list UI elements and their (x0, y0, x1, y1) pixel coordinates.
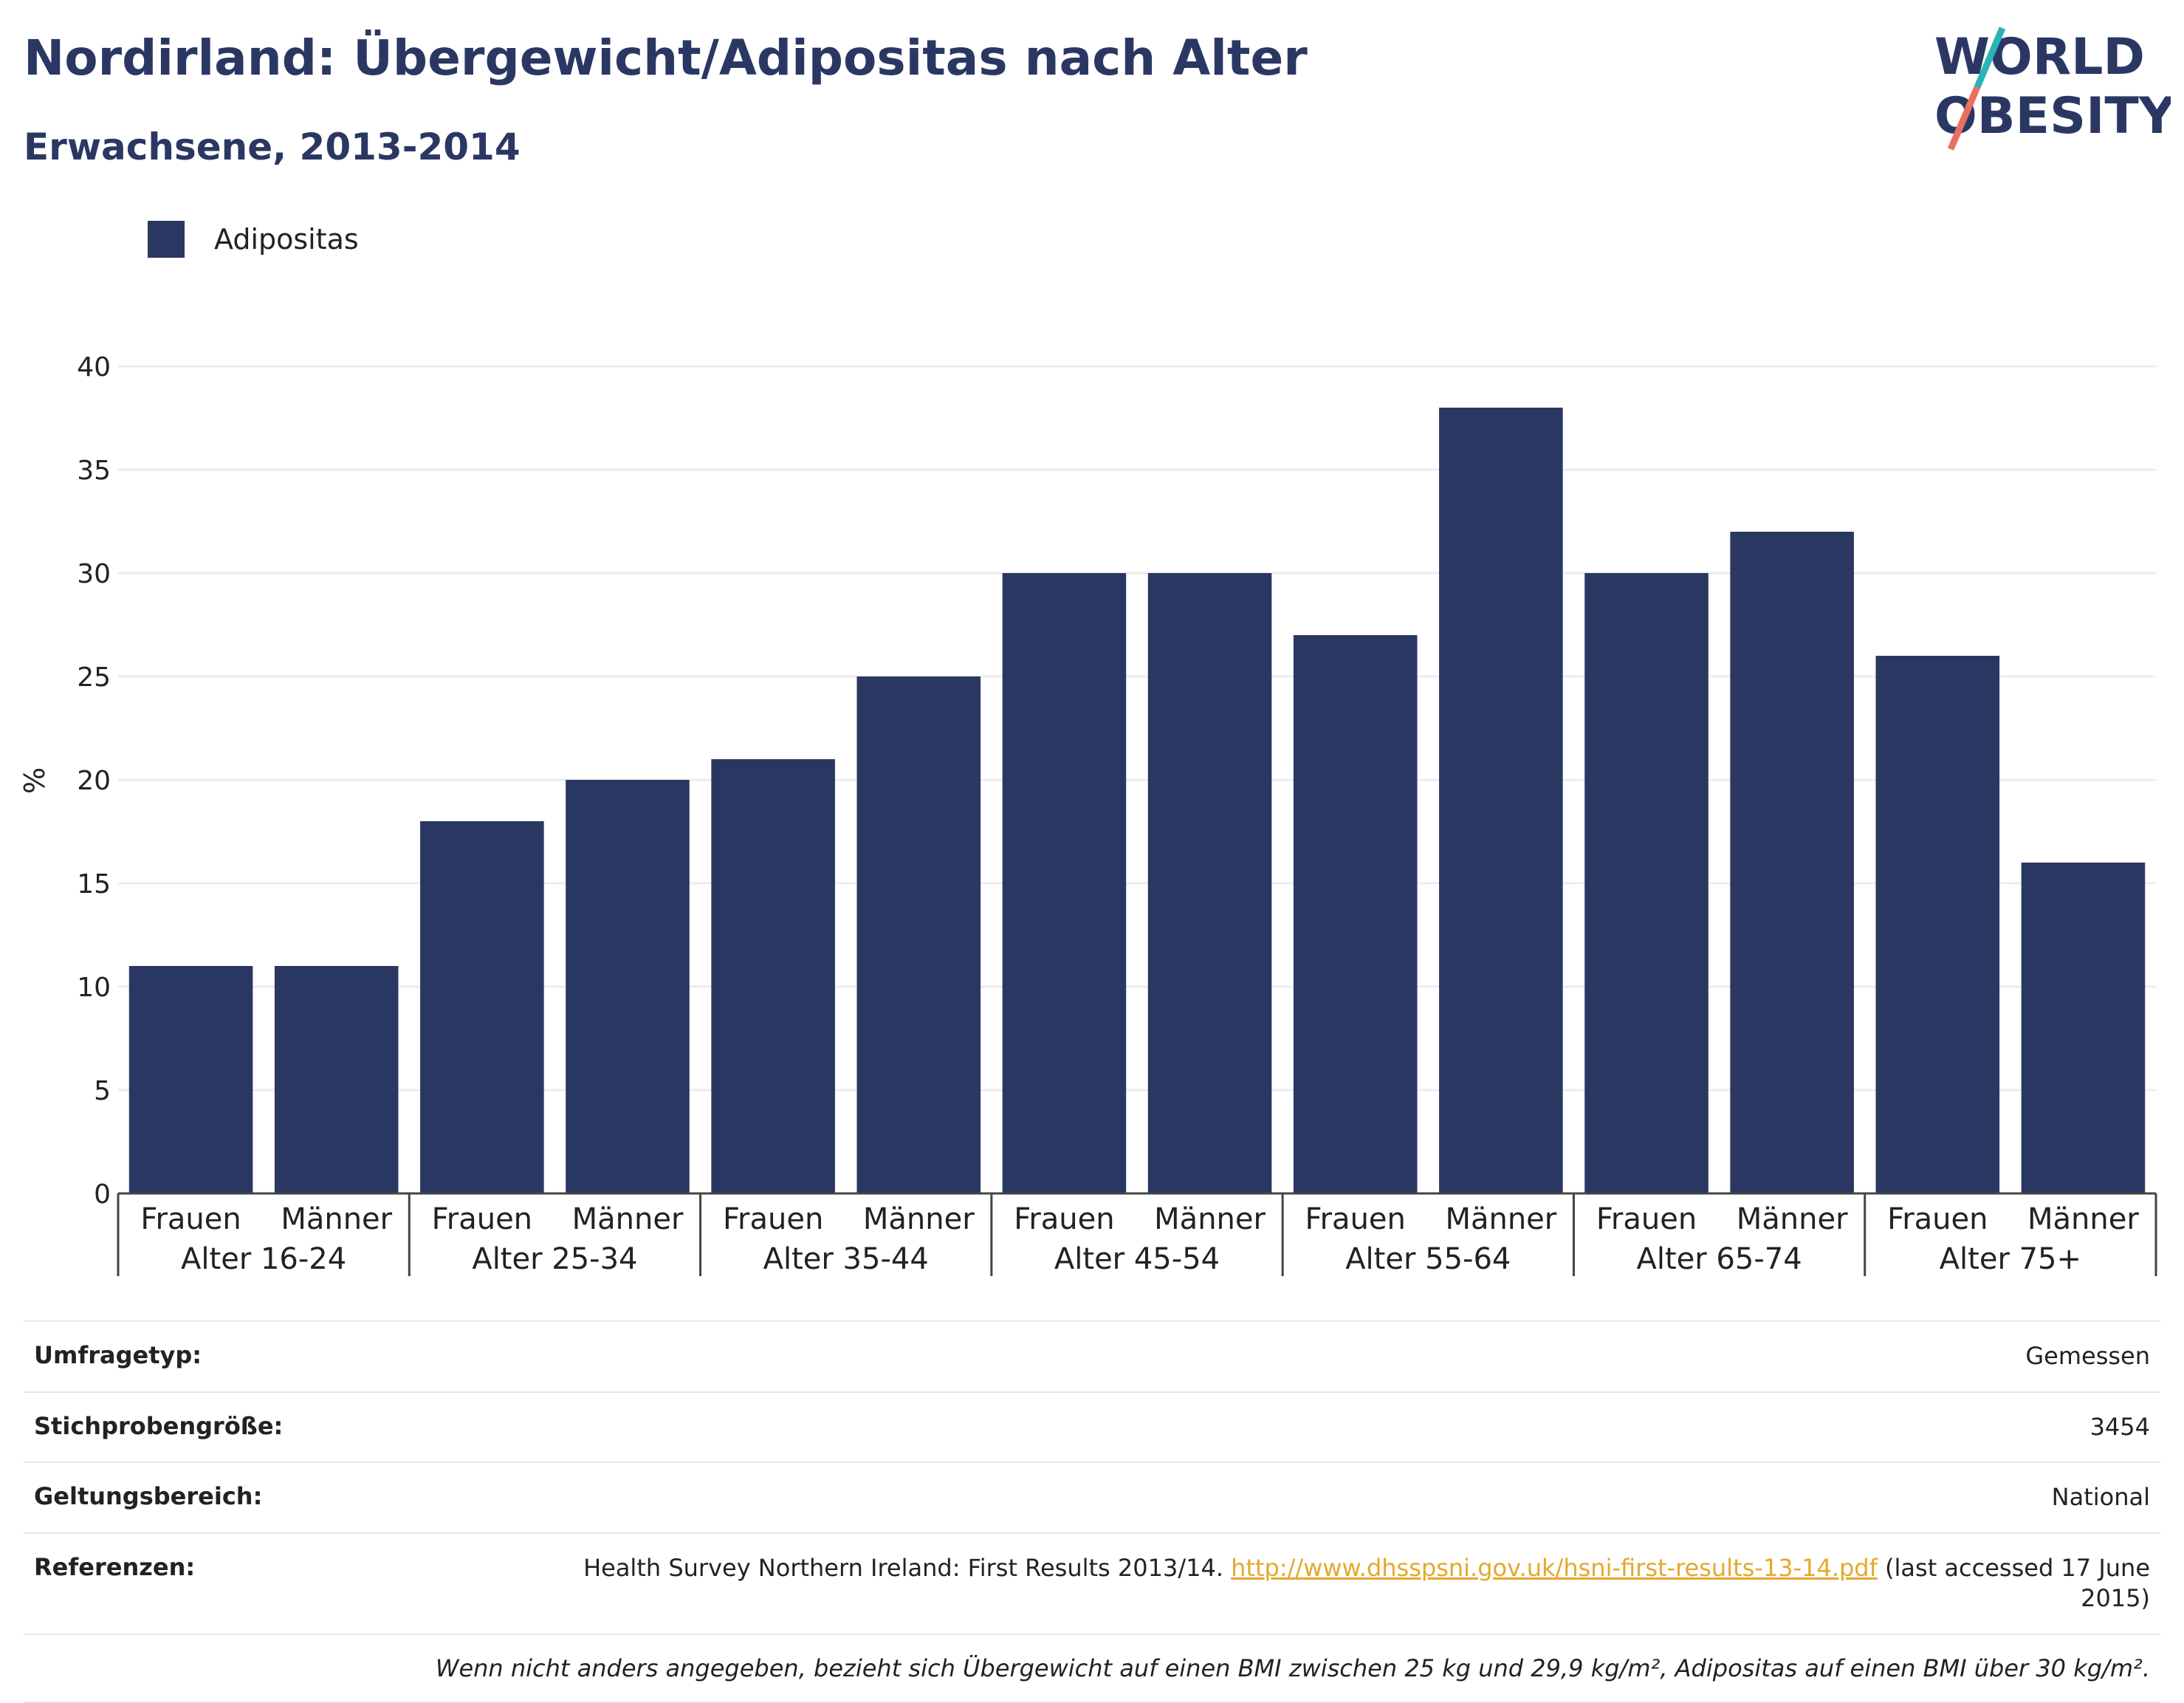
y-tick-label: 35 (77, 456, 111, 486)
bar (711, 759, 835, 1193)
x-tick-label: Frauen (1596, 1202, 1697, 1236)
x-tick-label: Männer (1445, 1202, 1556, 1236)
bar (1147, 573, 1272, 1193)
reference-accessed: (last accessed 17 June 2015) (1885, 1553, 2150, 1613)
x-tick-label: Männer (2027, 1202, 2139, 1236)
logo-line-2: OBESITY (1934, 87, 2171, 145)
group-label: Alter 16-24 (181, 1242, 346, 1276)
y-tick-label: 10 (77, 973, 111, 1003)
x-tick-label: Frauen (1305, 1202, 1406, 1236)
info-row-references: Referenzen: Health Survey Northern Irela… (24, 1532, 2160, 1634)
bar (1002, 573, 1127, 1193)
logo-slash-bottom (1947, 86, 1981, 151)
bar (856, 676, 981, 1193)
world-obesity-logo: WORLD OBESITY (1934, 27, 2171, 151)
group-label: Alter 75+ (1940, 1242, 2081, 1276)
bar (1439, 408, 1563, 1193)
info-label: Stichprobengröße: (34, 1411, 284, 1440)
x-tick-label: Männer (572, 1202, 684, 1236)
bar-chart: 0 5 10 15 20 25 30 35 40 % Frauen Männer Frauen Män… (18, 352, 2157, 1276)
x-tick-label: Frauen (723, 1202, 823, 1236)
x-tick-label: Frauen (432, 1202, 532, 1236)
y-axis-ticks: 0 5 10 15 20 25 30 35 40 (77, 352, 111, 1210)
legend-swatch (148, 221, 185, 258)
x-tick-label: Männer (1737, 1202, 1848, 1236)
legend-label: Adipositas (214, 223, 359, 256)
info-label: Geltungsbereich: (34, 1482, 263, 1511)
logo-line-1: WORLD (1934, 28, 2145, 86)
bar (420, 821, 544, 1193)
info-row-footnote: Wenn nicht anders angegeben, bezieht sic… (24, 1633, 2160, 1703)
reference-link[interactable]: http://www.dhsspsni.gov.uk/hsni-first-re… (1231, 1553, 1878, 1582)
info-value: National (2051, 1483, 2150, 1512)
info-row-survey-type: Umfragetyp: Gemessen (24, 1320, 2160, 1391)
y-tick-label: 15 (77, 869, 111, 900)
info-row-coverage: Geltungsbereich: National (24, 1462, 2160, 1532)
x-tick-label: Männer (281, 1202, 392, 1236)
y-tick-label: 5 (94, 1076, 111, 1106)
info-row-sample-size: Stichprobengröße: 3454 (24, 1391, 2160, 1462)
chart-subtitle: Erwachsene, 2013-2014 (24, 126, 521, 168)
y-axis-label: % (18, 767, 51, 794)
footnote: Wenn nicht anders angegeben, bezieht sic… (435, 1654, 2150, 1682)
bar (274, 966, 399, 1193)
y-tick-label: 25 (77, 662, 111, 693)
bar (128, 966, 253, 1193)
x-tick-label: Männer (863, 1202, 975, 1236)
info-label: Umfragetyp: (34, 1341, 202, 1369)
y-tick-label: 0 (94, 1179, 111, 1210)
x-tick-label: Frauen (1887, 1202, 1988, 1236)
info-value: Gemessen (2025, 1342, 2150, 1370)
info-value: 3454 (2089, 1412, 2150, 1441)
y-tick-label: 20 (77, 766, 111, 796)
reference-text: Health Survey Northern Ireland: First Re… (583, 1553, 1223, 1582)
legend: Adipositas (148, 219, 359, 260)
bar (1875, 656, 2000, 1193)
bar (566, 780, 690, 1193)
references-value: Health Survey Northern Ireland: First Re… (526, 1553, 2150, 1614)
y-tick-label: 40 (77, 352, 111, 383)
x-axis: Frauen Männer Frauen Männer Frauen Männer Frau… (117, 1192, 2157, 1276)
bar (1584, 573, 1709, 1193)
bar (1293, 635, 1418, 1193)
x-tick-label: Frauen (1014, 1202, 1114, 1236)
logo-slash-top (1974, 27, 2006, 89)
bar (1730, 532, 1854, 1193)
x-tick-label: Männer (1154, 1202, 1266, 1236)
group-label: Alter 45-54 (1054, 1242, 1220, 1276)
group-label: Alter 55-64 (1345, 1242, 1511, 1276)
bar (2021, 863, 2146, 1193)
chart-title: Nordirland: Übergewicht/Adipositas nach … (24, 30, 1308, 86)
group-label: Alter 65-74 (1636, 1242, 1802, 1276)
group-label: Alter 35-44 (763, 1242, 929, 1276)
info-label: Referenzen: (34, 1552, 196, 1581)
y-tick-label: 30 (77, 559, 111, 589)
bars (128, 408, 2146, 1193)
x-tick-label: Frauen (140, 1202, 241, 1236)
info-table: Umfragetyp: Gemessen Stichprobengröße: 3… (24, 1320, 2160, 1703)
group-label: Alter 25-34 (472, 1242, 637, 1276)
